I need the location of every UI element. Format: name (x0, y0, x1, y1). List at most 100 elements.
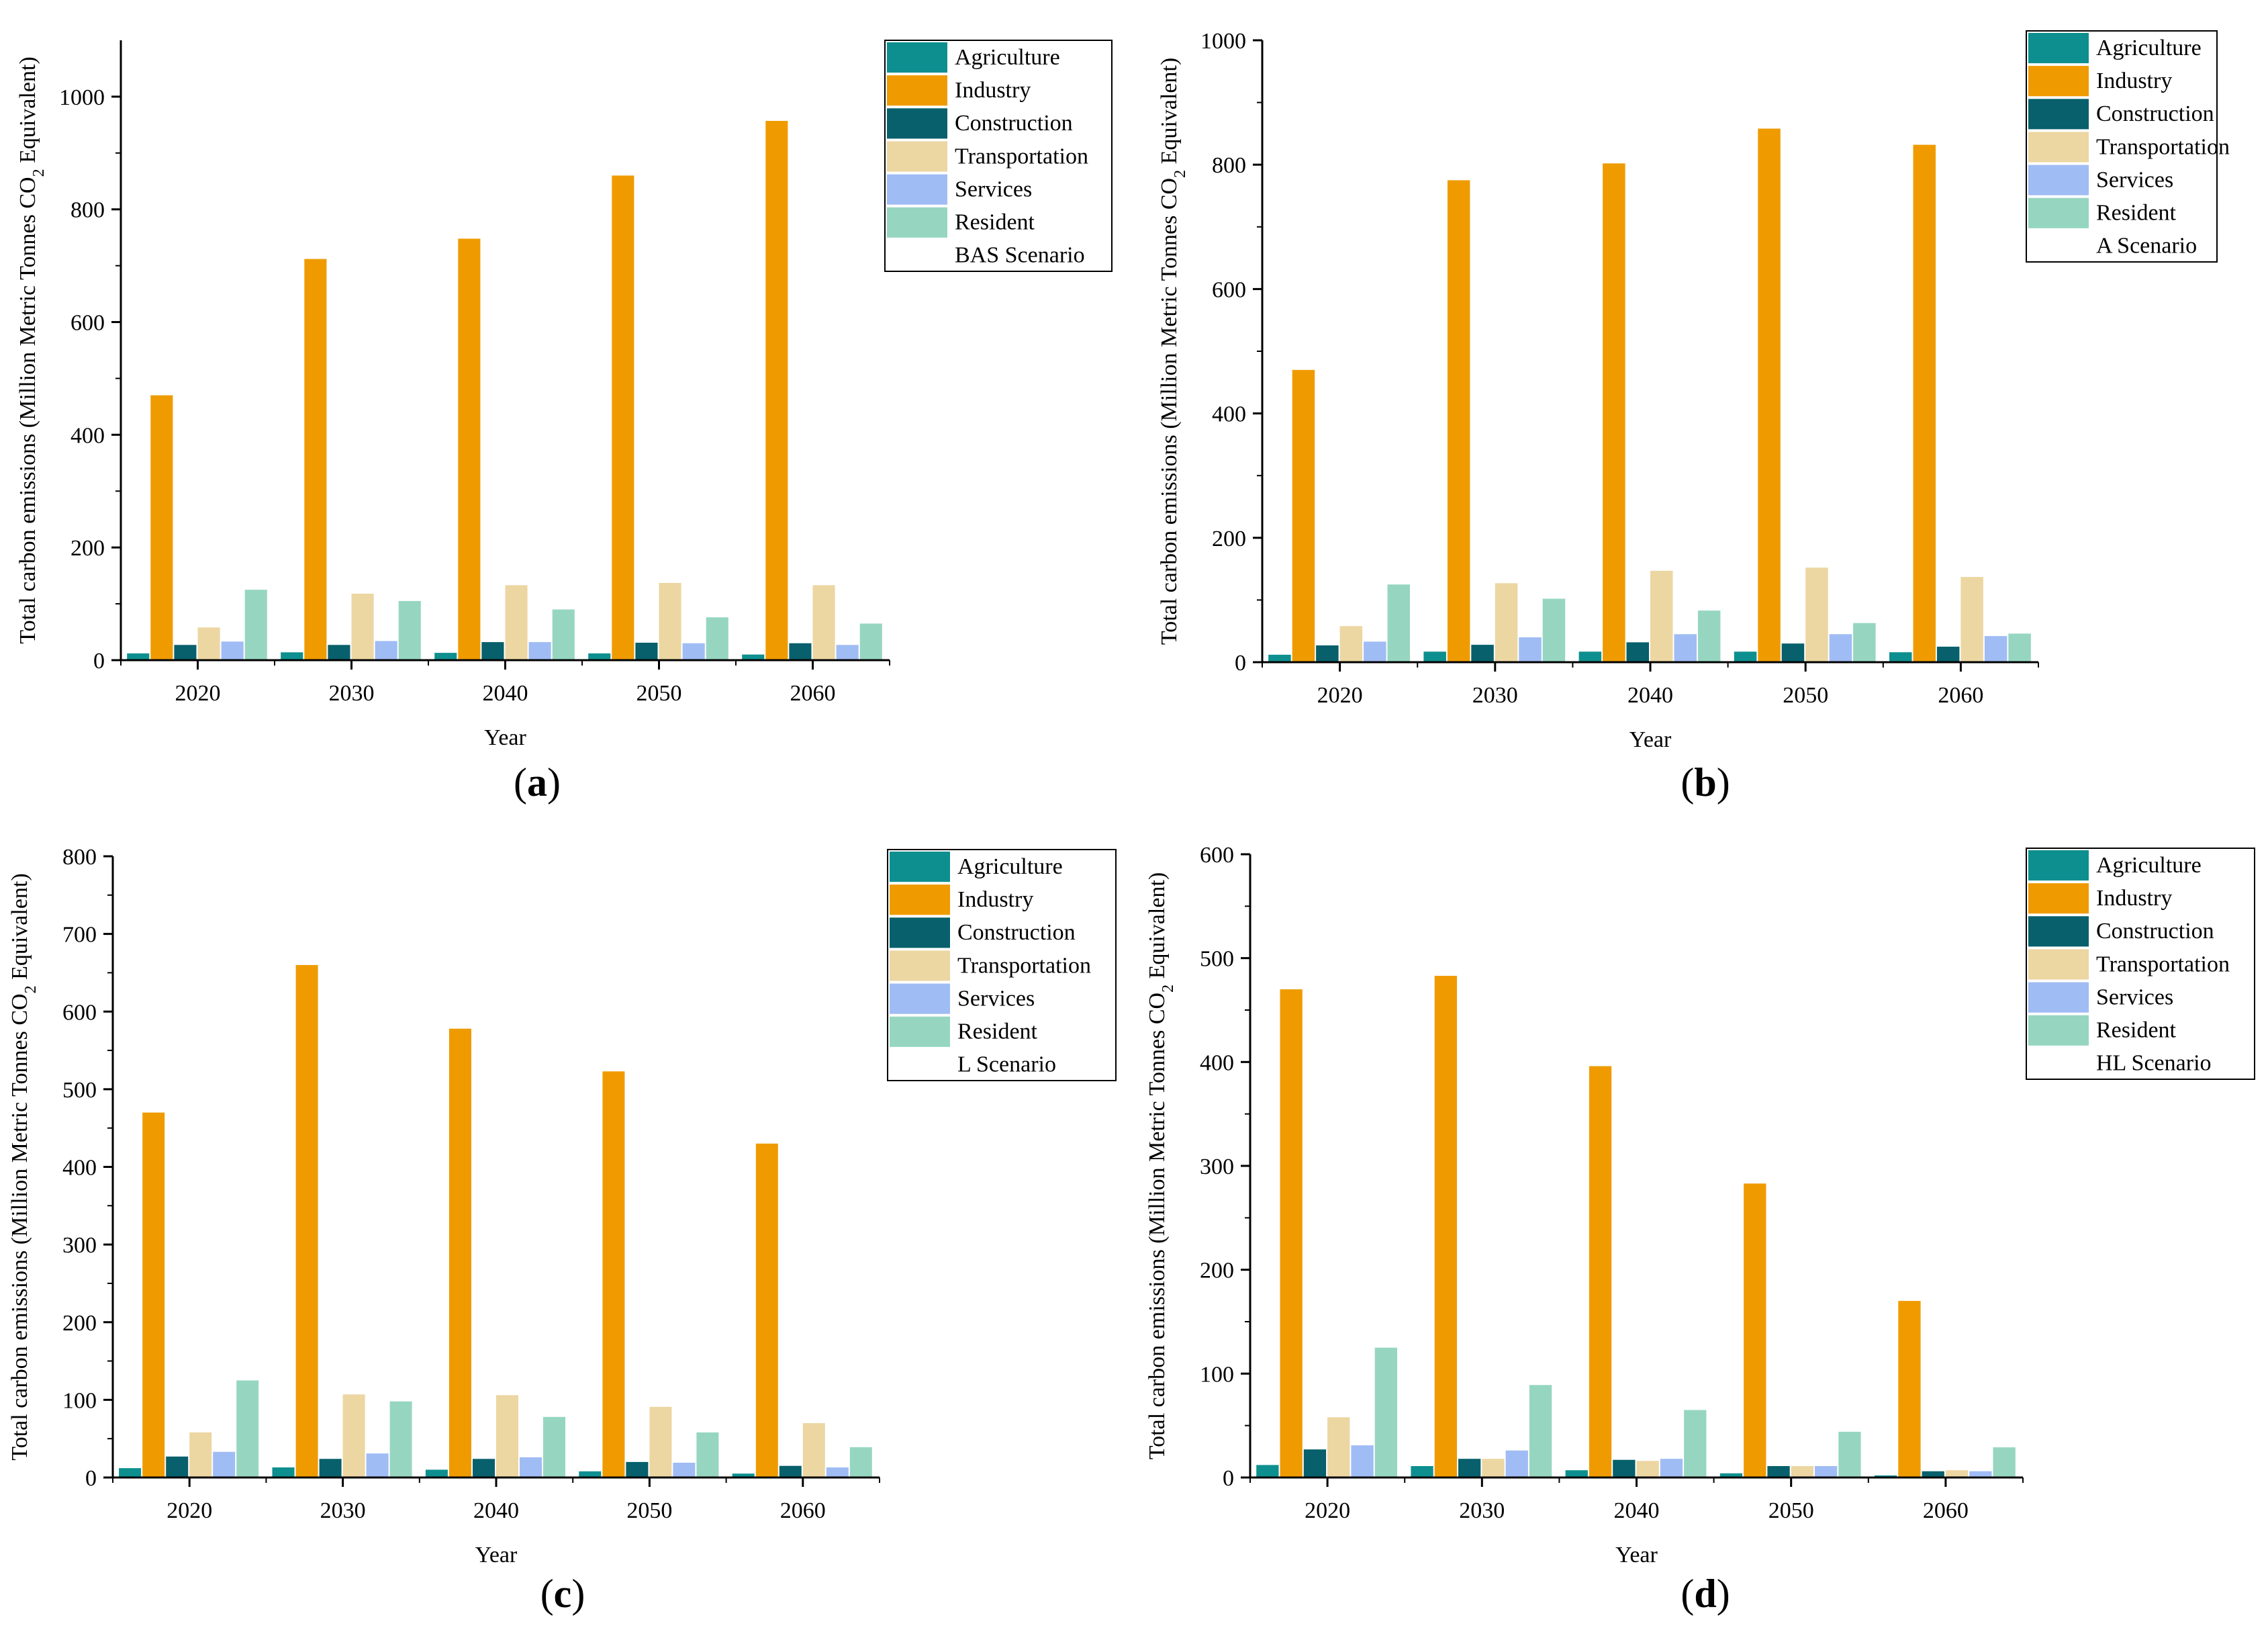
x-tick-label: 2040 (1614, 1498, 1660, 1523)
x-tick-label: 2050 (626, 1498, 672, 1523)
legend-label: Agriculture (2096, 36, 2202, 60)
bar-resident-2020 (1387, 584, 1410, 663)
y-tick-label: 1000 (59, 85, 105, 110)
legend-swatch-construction (2028, 99, 2089, 130)
bar-transportation-2040 (496, 1395, 518, 1477)
legend-swatch-services (887, 174, 947, 205)
bar-resident-2030 (1529, 1385, 1552, 1477)
y-tick-label: 800 (70, 198, 105, 223)
legend-swatch-agriculture (887, 42, 947, 73)
legend-scenario-label: BAS Scenario (955, 243, 1085, 268)
bar-services-2030 (366, 1453, 389, 1477)
y-tick-label: 100 (1200, 1362, 1234, 1387)
bar-construction-2030 (1458, 1459, 1481, 1477)
bar-services-2030 (1505, 1450, 1528, 1477)
legend-label: Services (2096, 985, 2173, 1009)
bar-resident-2050 (696, 1432, 719, 1477)
legend-swatch-resident (890, 1016, 950, 1047)
y-tick-label: 500 (1200, 947, 1234, 972)
bar-agriculture-2030 (281, 652, 303, 660)
legend-swatch-agriculture (2028, 33, 2089, 64)
bar-industry-2030 (304, 259, 327, 661)
bar-industry-2040 (1589, 1066, 1612, 1477)
legend-label: Transportation (2096, 134, 2230, 159)
legend-label: Construction (2096, 101, 2214, 126)
legend-label: Resident (955, 210, 1035, 235)
bar-services-2030 (375, 641, 397, 660)
legend-swatch-construction (890, 917, 950, 948)
bar-services-2050 (1829, 634, 1852, 662)
bar-industry-2020 (150, 395, 173, 660)
y-tick-label: 700 (62, 923, 97, 948)
y-tick-label: 600 (62, 1000, 97, 1025)
legend-swatch-agriculture (890, 852, 950, 882)
y-tick-label: 800 (1212, 153, 1246, 178)
x-tick-label: 2050 (1768, 1498, 1814, 1523)
bar-resident-2060 (2008, 633, 2031, 662)
bar-construction-2050 (635, 643, 658, 660)
x-tick-label: 2020 (1317, 683, 1363, 708)
y-axis-title: Total carbon emissions (Million Metric T… (1157, 58, 1189, 645)
legend-label: Industry (955, 78, 1031, 103)
bar-transportation-2030 (351, 594, 374, 660)
bar-industry-2030 (1447, 180, 1470, 662)
y-tick-label: 300 (62, 1233, 97, 1258)
legend-swatch-industry (890, 884, 950, 915)
legend-swatch-services (890, 983, 950, 1014)
x-tick-label: 2040 (483, 681, 528, 706)
bar-services-2020 (213, 1451, 236, 1477)
bar-transportation-2060 (1960, 577, 1983, 662)
bar-industry-2060 (765, 121, 788, 660)
bar-resident-2040 (543, 1416, 565, 1477)
legend-label: Construction (957, 920, 1076, 945)
y-tick-label: 400 (70, 423, 105, 448)
bar-resident-2050 (1838, 1431, 1861, 1477)
bar-construction-2060 (1936, 646, 1960, 662)
bar-resident-2060 (1993, 1447, 2016, 1477)
bar-agriculture-2020 (127, 653, 150, 660)
x-tick-label: 2060 (1923, 1498, 1969, 1523)
legend-swatch-transportation (887, 141, 947, 172)
x-axis-title: Year (475, 1543, 518, 1567)
bar-transportation-2030 (1482, 1459, 1505, 1477)
bar-construction-2050 (626, 1461, 649, 1477)
legend-label: Construction (955, 111, 1073, 136)
bar-resident-2040 (552, 609, 575, 660)
legend-swatch-resident (2028, 197, 2089, 228)
y-tick-label: 0 (85, 1466, 97, 1491)
legend-label: Transportation (955, 144, 1088, 169)
bar-construction-2060 (789, 643, 812, 660)
bar-industry-2050 (1758, 128, 1781, 662)
bar-agriculture-2060 (1875, 1475, 1897, 1477)
y-tick-label: 400 (62, 1156, 97, 1181)
bar-agriculture-2020 (1268, 654, 1291, 662)
legend-swatch-services (2028, 165, 2089, 195)
bar-resident-2030 (398, 600, 421, 660)
bar-services-2020 (1364, 641, 1386, 662)
bar-services-2050 (1815, 1466, 1838, 1477)
bar-services-2040 (528, 642, 551, 660)
bar-transportation-2050 (649, 1406, 672, 1477)
bar-agriculture-2040 (1565, 1470, 1588, 1477)
bar-services-2040 (520, 1457, 542, 1477)
x-tick-label: 2030 (1472, 683, 1518, 708)
x-tick-label: 2020 (1305, 1498, 1350, 1523)
bar-transportation-2030 (1495, 583, 1518, 662)
bar-transportation-2050 (1805, 567, 1828, 662)
panel-label: (b) (1681, 760, 1730, 805)
bar-transportation-2020 (197, 627, 220, 660)
bar-resident-2020 (244, 590, 267, 660)
chart-panel-b: 0 200 400 600 800 1000 2020 2030 2040 2050 2060 Yea… (1157, 29, 2230, 805)
bar-construction-2020 (174, 645, 197, 660)
legend-label: Resident (2096, 1018, 2177, 1043)
bar-resident-2040 (1697, 610, 1721, 662)
bar-agriculture-2030 (1423, 651, 1446, 662)
bar-transportation-2050 (659, 583, 681, 660)
x-axis-title: Year (484, 725, 526, 750)
y-tick-label: 400 (1200, 1050, 1234, 1075)
legend-swatch-services (2028, 982, 2089, 1013)
y-tick-label: 300 (1200, 1154, 1234, 1179)
bar-services-2050 (673, 1463, 696, 1477)
x-axis-title: Year (1629, 727, 1672, 752)
x-tick-label: 2040 (473, 1498, 519, 1523)
